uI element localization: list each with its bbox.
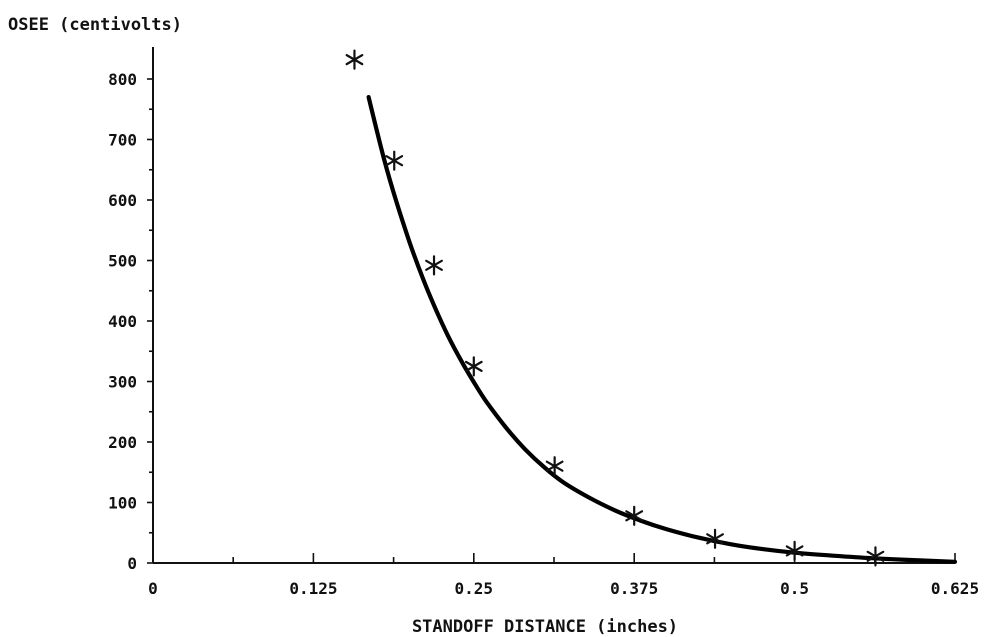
x-tick-label: 0.625 xyxy=(931,579,979,598)
x-tick-label: 0.125 xyxy=(289,579,337,598)
x-axis-title: STANDOFF DISTANCE (inches) xyxy=(412,617,678,637)
asterisk-stroke xyxy=(464,360,483,372)
asterisk-stroke xyxy=(785,545,804,557)
data-point xyxy=(706,528,724,549)
y-tick-label: 300 xyxy=(108,373,137,392)
data-point xyxy=(545,456,564,477)
data-point xyxy=(625,505,644,526)
x-tick-label: 0 xyxy=(148,579,158,598)
data-point xyxy=(464,356,483,377)
y-tick-label: 200 xyxy=(108,433,137,452)
asterisk-stroke xyxy=(625,510,644,522)
x-tick-label: 0.375 xyxy=(610,579,658,598)
data-point xyxy=(385,150,404,171)
axes xyxy=(152,47,955,564)
x-tick-label: 0.5 xyxy=(780,579,809,598)
data-point xyxy=(866,546,885,567)
asterisk-stroke xyxy=(866,550,885,562)
y-tick-label: 700 xyxy=(108,131,137,150)
asterisk-stroke xyxy=(545,460,564,472)
fit-curve-layer xyxy=(366,95,958,564)
y-tick-label: 0 xyxy=(127,554,137,573)
y-tick-label: 800 xyxy=(108,70,137,89)
y-tick-label: 100 xyxy=(108,494,137,513)
y-tick-label: 400 xyxy=(108,312,137,331)
y-axis-title: OSEE (centivolts) xyxy=(8,15,182,35)
y-tick-label: 500 xyxy=(108,252,137,271)
data-points-layer xyxy=(345,49,885,567)
data-point xyxy=(785,540,804,562)
asterisk-stroke xyxy=(385,155,404,167)
y-tick-label: 600 xyxy=(108,191,137,210)
asterisk-stroke xyxy=(345,54,364,66)
fit-curve xyxy=(366,95,958,564)
ticks: 0 100 200 300 400 500 600 700 800 0 0.125 0.25 0.375… xyxy=(108,70,979,598)
x-tick-label: 0.25 xyxy=(455,579,494,598)
data-point xyxy=(345,49,364,70)
data-point xyxy=(425,255,443,276)
asterisk-stroke xyxy=(425,259,443,271)
asterisk-stroke xyxy=(706,533,724,545)
